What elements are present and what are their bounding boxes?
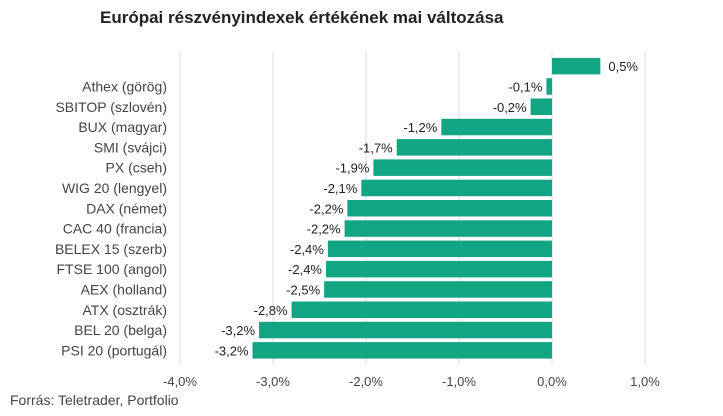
data-label: -2,5%	[286, 282, 320, 297]
category-label: Athex (görög)	[82, 78, 167, 94]
bar	[259, 321, 552, 339]
bars	[252, 57, 601, 359]
data-label: -3,2%	[215, 343, 249, 358]
bar	[396, 139, 552, 156]
category-label: DAX (német)	[86, 200, 167, 216]
chart-title: Európai részvényindexek értékének mai vá…	[100, 8, 504, 27]
bar	[291, 301, 552, 318]
bar	[530, 98, 552, 115]
data-label: -3,2%	[221, 323, 255, 338]
data-label: -2,4%	[290, 242, 324, 257]
bar	[347, 200, 552, 217]
bar	[441, 118, 552, 136]
bar	[327, 240, 552, 258]
data-label: -1,2%	[403, 120, 437, 135]
data-label: -2,2%	[307, 222, 341, 237]
data-label: -2,4%	[288, 262, 322, 277]
bar	[252, 342, 553, 359]
data-label: -2,2%	[309, 201, 343, 216]
data-label: -1,7%	[359, 140, 393, 155]
source-note: Forrás: Teletrader, Portfolio	[10, 392, 179, 408]
value-labels: 0,5% -0,1% -0,2% -1,2% -1,7% -1,9% -2,1% -2,2% -…	[215, 59, 639, 358]
category-label: SBITOP (szlovén)	[55, 99, 167, 115]
x-tick-label: 1,0%	[630, 374, 660, 389]
x-tick-label: -4,0%	[163, 374, 197, 389]
x-tick-label: -2,0%	[349, 374, 383, 389]
x-axis-ticks: -4,0% -3,0% -2,0% -1,0% 0,0% 1,0%	[163, 374, 660, 389]
category-label: ATX (osztrák)	[82, 302, 167, 318]
category-label: CAC 40 (francia)	[63, 221, 167, 237]
x-tick-label: -3,0%	[256, 374, 290, 389]
bar	[373, 159, 552, 176]
category-label: BEL 20 (belga)	[74, 322, 167, 338]
category-label: PX (cseh)	[106, 160, 167, 176]
bar	[361, 179, 552, 197]
data-label: 0,5%	[608, 59, 638, 74]
data-label: -0,2%	[493, 100, 527, 115]
bar	[344, 220, 552, 237]
category-label: BUX (magyar)	[78, 119, 167, 135]
category-label: AEX (holland)	[81, 281, 167, 297]
bar	[326, 260, 552, 278]
data-label: -2,1%	[323, 181, 357, 196]
data-label: -0,1%	[508, 79, 542, 94]
bar	[324, 281, 552, 298]
x-tick-label: 0,0%	[537, 374, 567, 389]
x-tick-label: -1,0%	[442, 374, 476, 389]
category-label: BELEX 15 (szerb)	[55, 241, 167, 257]
category-labels: Athex (görög) SBITOP (szlovén) BUX (magyar…	[55, 78, 167, 358]
category-label: WIG 20 (lengyel)	[62, 180, 167, 196]
data-label: -2,8%	[254, 303, 288, 318]
category-label: PSI 20 (portugál)	[61, 342, 167, 358]
bar	[546, 78, 552, 95]
category-label: FTSE 100 (angol)	[57, 261, 168, 277]
category-label: SMI (svájci)	[94, 139, 167, 155]
data-label: -1,9%	[335, 161, 369, 176]
bar	[552, 57, 601, 75]
